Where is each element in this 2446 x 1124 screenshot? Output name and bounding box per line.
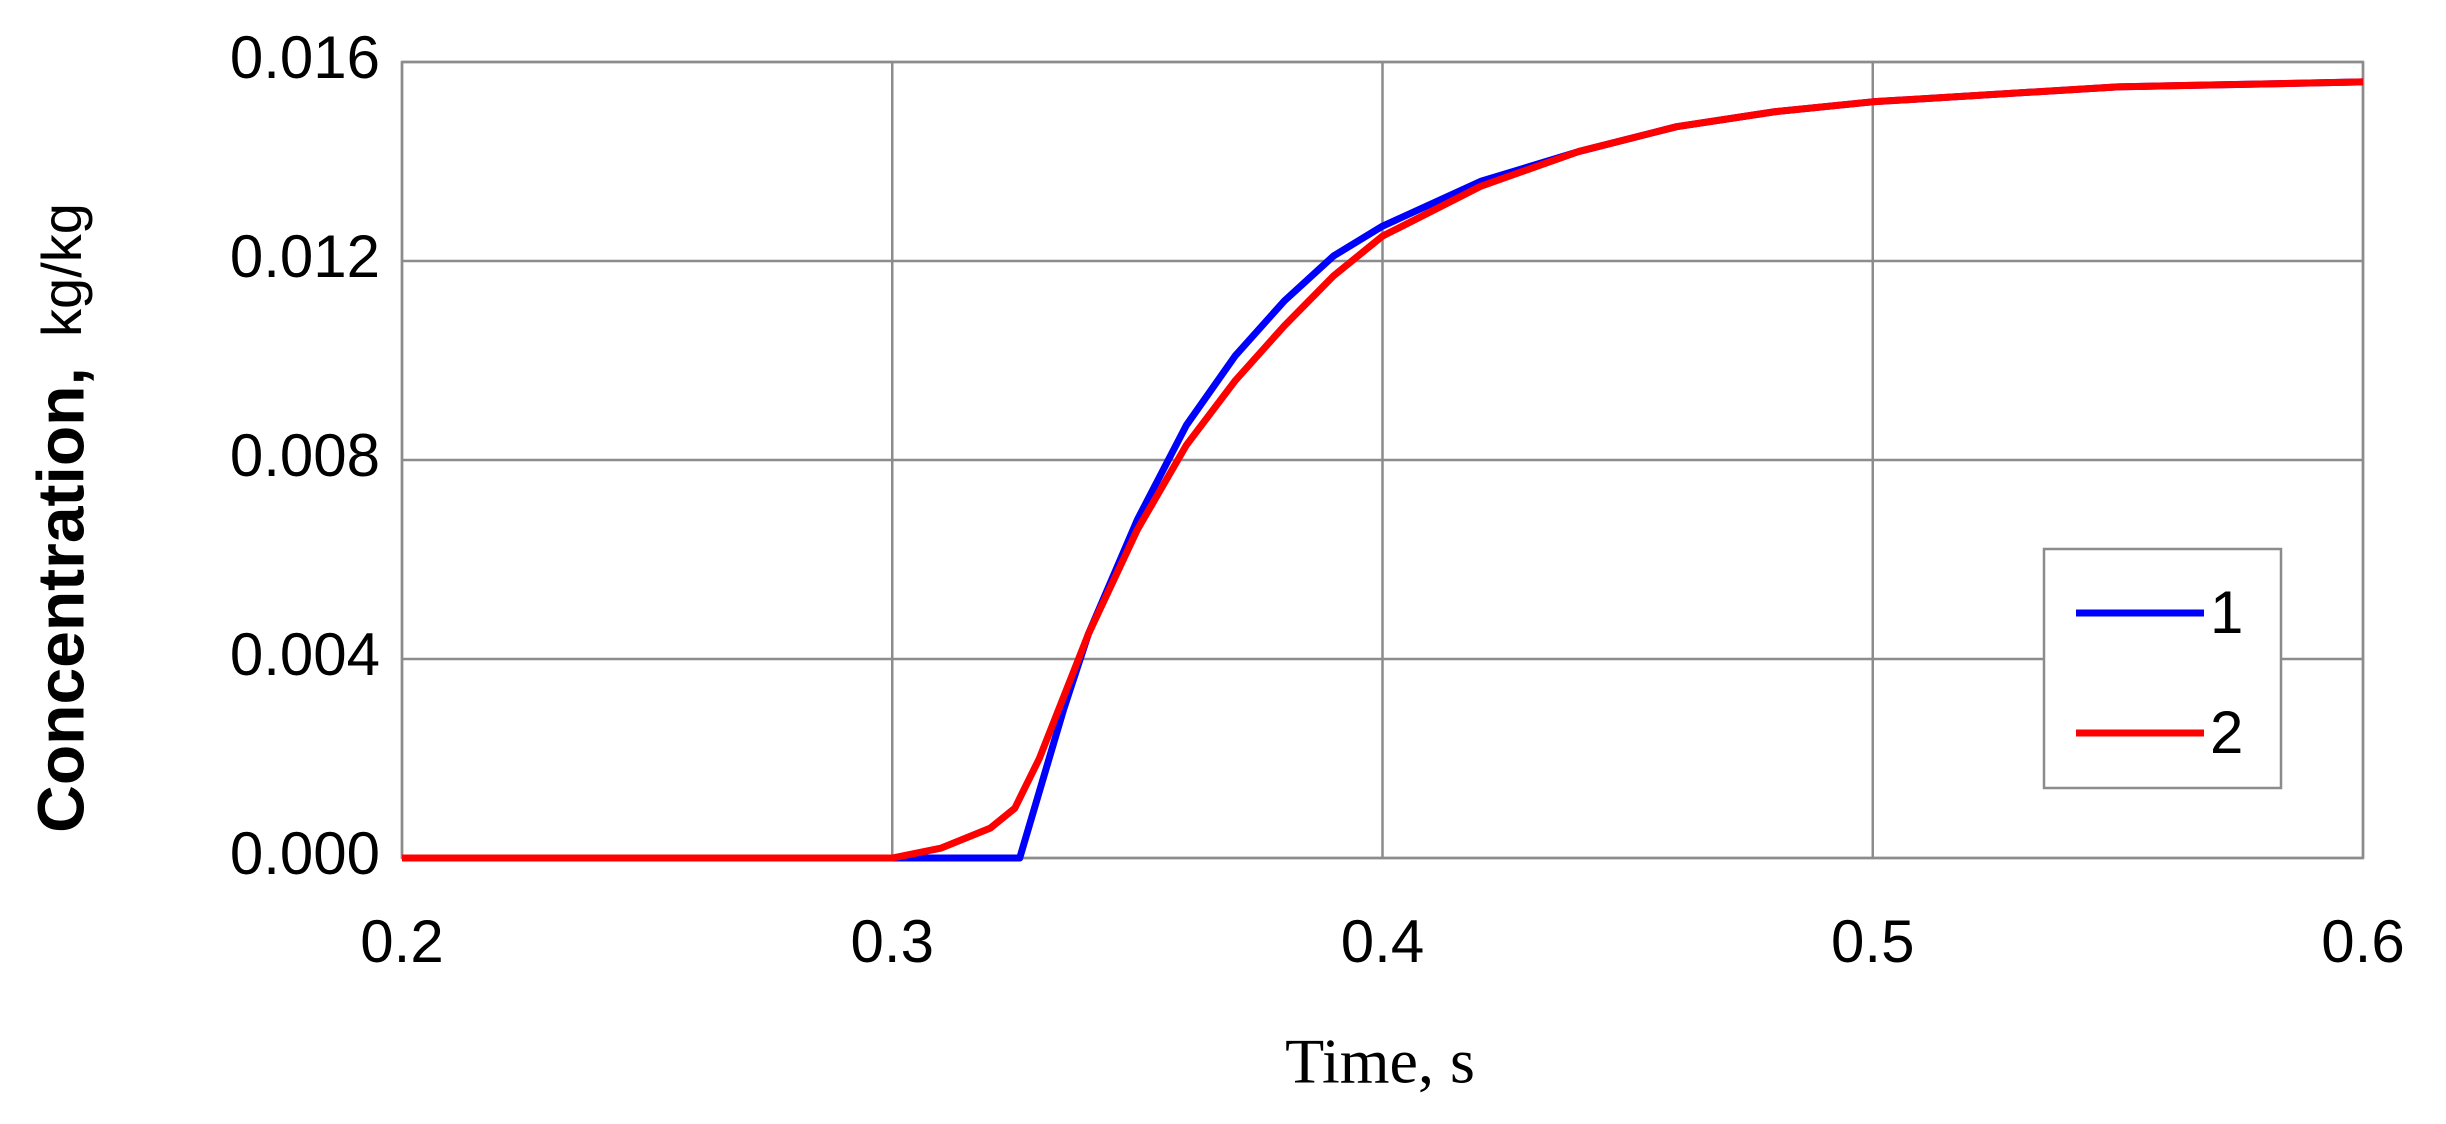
x-tick-label: 0.5 (1831, 908, 1914, 975)
x-tick-label: 0.3 (851, 908, 934, 975)
y-tick-label: 0.004 (230, 621, 380, 688)
y-axis-title-main: Concentration, (23, 367, 97, 833)
y-axis-title: Concentration, kg/kg (23, 203, 97, 833)
legend-label: 1 (2210, 579, 2243, 646)
y-axis-title-unit: kg/kg (30, 203, 93, 337)
x-tick-label: 0.4 (1341, 908, 1424, 975)
y-tick-label: 0.016 (230, 24, 380, 91)
x-tick-label: 0.6 (2321, 908, 2404, 975)
x-tick-label: 0.2 (360, 908, 443, 975)
y-tick-label: 0.000 (230, 820, 380, 887)
legend: 12 (2042, 547, 2283, 790)
y-tick-label: 0.008 (230, 422, 380, 489)
data-line (402, 78, 2364, 862)
y-tick-label: 0.012 (230, 223, 380, 290)
legend-box (2042, 547, 2283, 790)
plot-border (400, 60, 2365, 860)
legend-label: 2 (2210, 699, 2243, 766)
x-axis-title: Time, s (1285, 1026, 1475, 1097)
